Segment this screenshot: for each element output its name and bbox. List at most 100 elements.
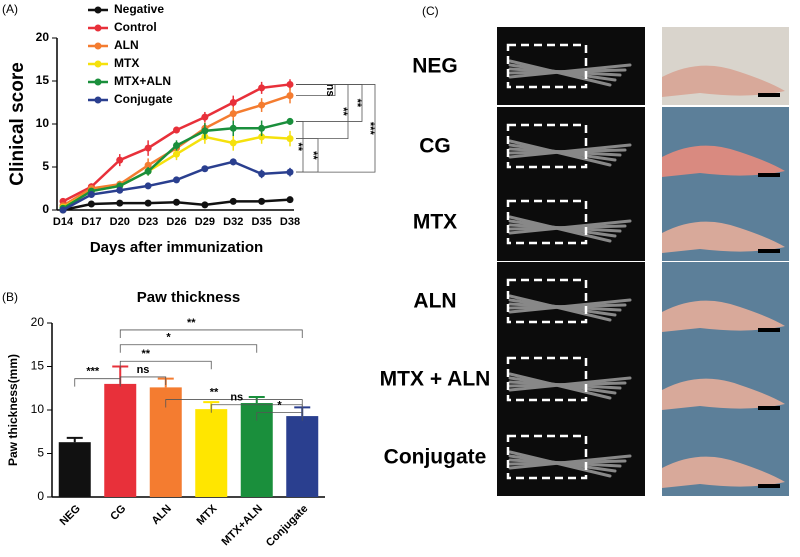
point (116, 199, 124, 207)
significance-label: *** (364, 122, 376, 136)
x-tick-label: D29 (195, 216, 215, 228)
legend-label: Negative (114, 2, 164, 16)
paw (662, 300, 785, 332)
x-tick-label: CG (108, 503, 128, 523)
point (286, 168, 294, 176)
y-tick-label: 20 (31, 315, 45, 329)
significance-bracket (256, 412, 303, 421)
scale-bar (758, 328, 780, 332)
point (144, 167, 152, 175)
legend-label: Conjugate (114, 92, 173, 106)
chart-title: Paw thickness (137, 289, 240, 306)
x-tick-label: D23 (138, 216, 158, 228)
significance-bracket (296, 84, 376, 173)
bone (508, 139, 612, 167)
significance-label: ** (141, 348, 150, 360)
legend-marker (94, 60, 102, 68)
significance-label: ** (210, 386, 219, 398)
point (87, 191, 95, 199)
bar (104, 383, 137, 497)
significance-label: ns (230, 392, 243, 404)
significance-label: ** (307, 151, 319, 160)
x-axis-title: Days after immunization (90, 239, 263, 256)
point (229, 197, 237, 205)
significance-label: *** (86, 366, 100, 378)
x-tick-label: D14 (53, 216, 74, 228)
y-tick-label: 0 (37, 489, 44, 503)
x-tick-label: Conjugate (264, 503, 311, 550)
significance-bracket (119, 376, 167, 385)
legend-label: MTX+ALN (114, 74, 171, 88)
point (258, 84, 266, 92)
x-tick-label: MTX+ALN (219, 503, 264, 548)
significance-bracket (165, 399, 303, 408)
point (286, 117, 294, 125)
point (144, 144, 152, 152)
x-tick-label: D38 (280, 216, 300, 228)
scale-bar (758, 406, 780, 410)
y-axis-title: Clinical score (7, 62, 28, 186)
point (229, 110, 237, 118)
scale-bar (758, 249, 780, 253)
bone (508, 59, 612, 87)
scale-bar (758, 173, 780, 177)
scale-bar (758, 93, 780, 97)
point (286, 92, 294, 100)
x-tick-label: D17 (81, 216, 101, 228)
roi-box (506, 434, 588, 480)
row-label: MTX (413, 211, 457, 234)
legend-marker (94, 24, 102, 32)
point (144, 182, 152, 190)
point (201, 165, 209, 173)
point (173, 142, 180, 149)
legend-marker (94, 78, 102, 86)
point (201, 113, 209, 121)
significance-bracket (119, 344, 258, 353)
point (116, 156, 124, 164)
legend-label: Control (114, 20, 157, 34)
panel-label: (C) (422, 4, 439, 18)
panel-label: (B) (2, 290, 18, 304)
paw (662, 378, 785, 410)
point (258, 133, 266, 141)
significance-bracket (296, 138, 319, 173)
y-tick-label: 15 (36, 73, 50, 87)
point (173, 176, 180, 184)
row-label: NEG (412, 55, 458, 78)
significance-label: ** (351, 99, 363, 108)
significance-label: * (166, 332, 171, 344)
significance-label: ns (324, 84, 336, 97)
y-tick-label: 15 (31, 359, 45, 373)
paw (662, 65, 785, 97)
point (258, 101, 266, 109)
roi-box (506, 123, 588, 169)
y-tick-label: 0 (42, 202, 49, 216)
legend-label: MTX (114, 56, 139, 70)
legend-marker (94, 96, 102, 104)
bone (508, 450, 612, 478)
paw (662, 145, 785, 177)
point (286, 80, 294, 88)
significance-label: * (277, 400, 282, 412)
panel-label: (A) (2, 2, 18, 16)
paw (662, 221, 785, 253)
bar (286, 416, 319, 497)
row-label: CG (419, 135, 451, 158)
y-tick-label: 5 (42, 159, 49, 173)
row-label: ALN (413, 290, 456, 313)
y-tick-label: 20 (36, 30, 50, 44)
bone (508, 215, 612, 243)
y-axis-title: Paw thickness(mm) (6, 354, 20, 466)
legend-marker (94, 42, 102, 50)
legend-marker (94, 6, 102, 14)
scale-bar (758, 484, 780, 488)
roi-box (506, 278, 588, 324)
x-tick-label: ALN (149, 503, 174, 528)
point (201, 201, 209, 209)
bar (58, 442, 91, 497)
x-tick-label: D20 (110, 216, 130, 228)
significance-label: ** (292, 143, 304, 152)
point (144, 161, 152, 169)
point (229, 158, 237, 166)
